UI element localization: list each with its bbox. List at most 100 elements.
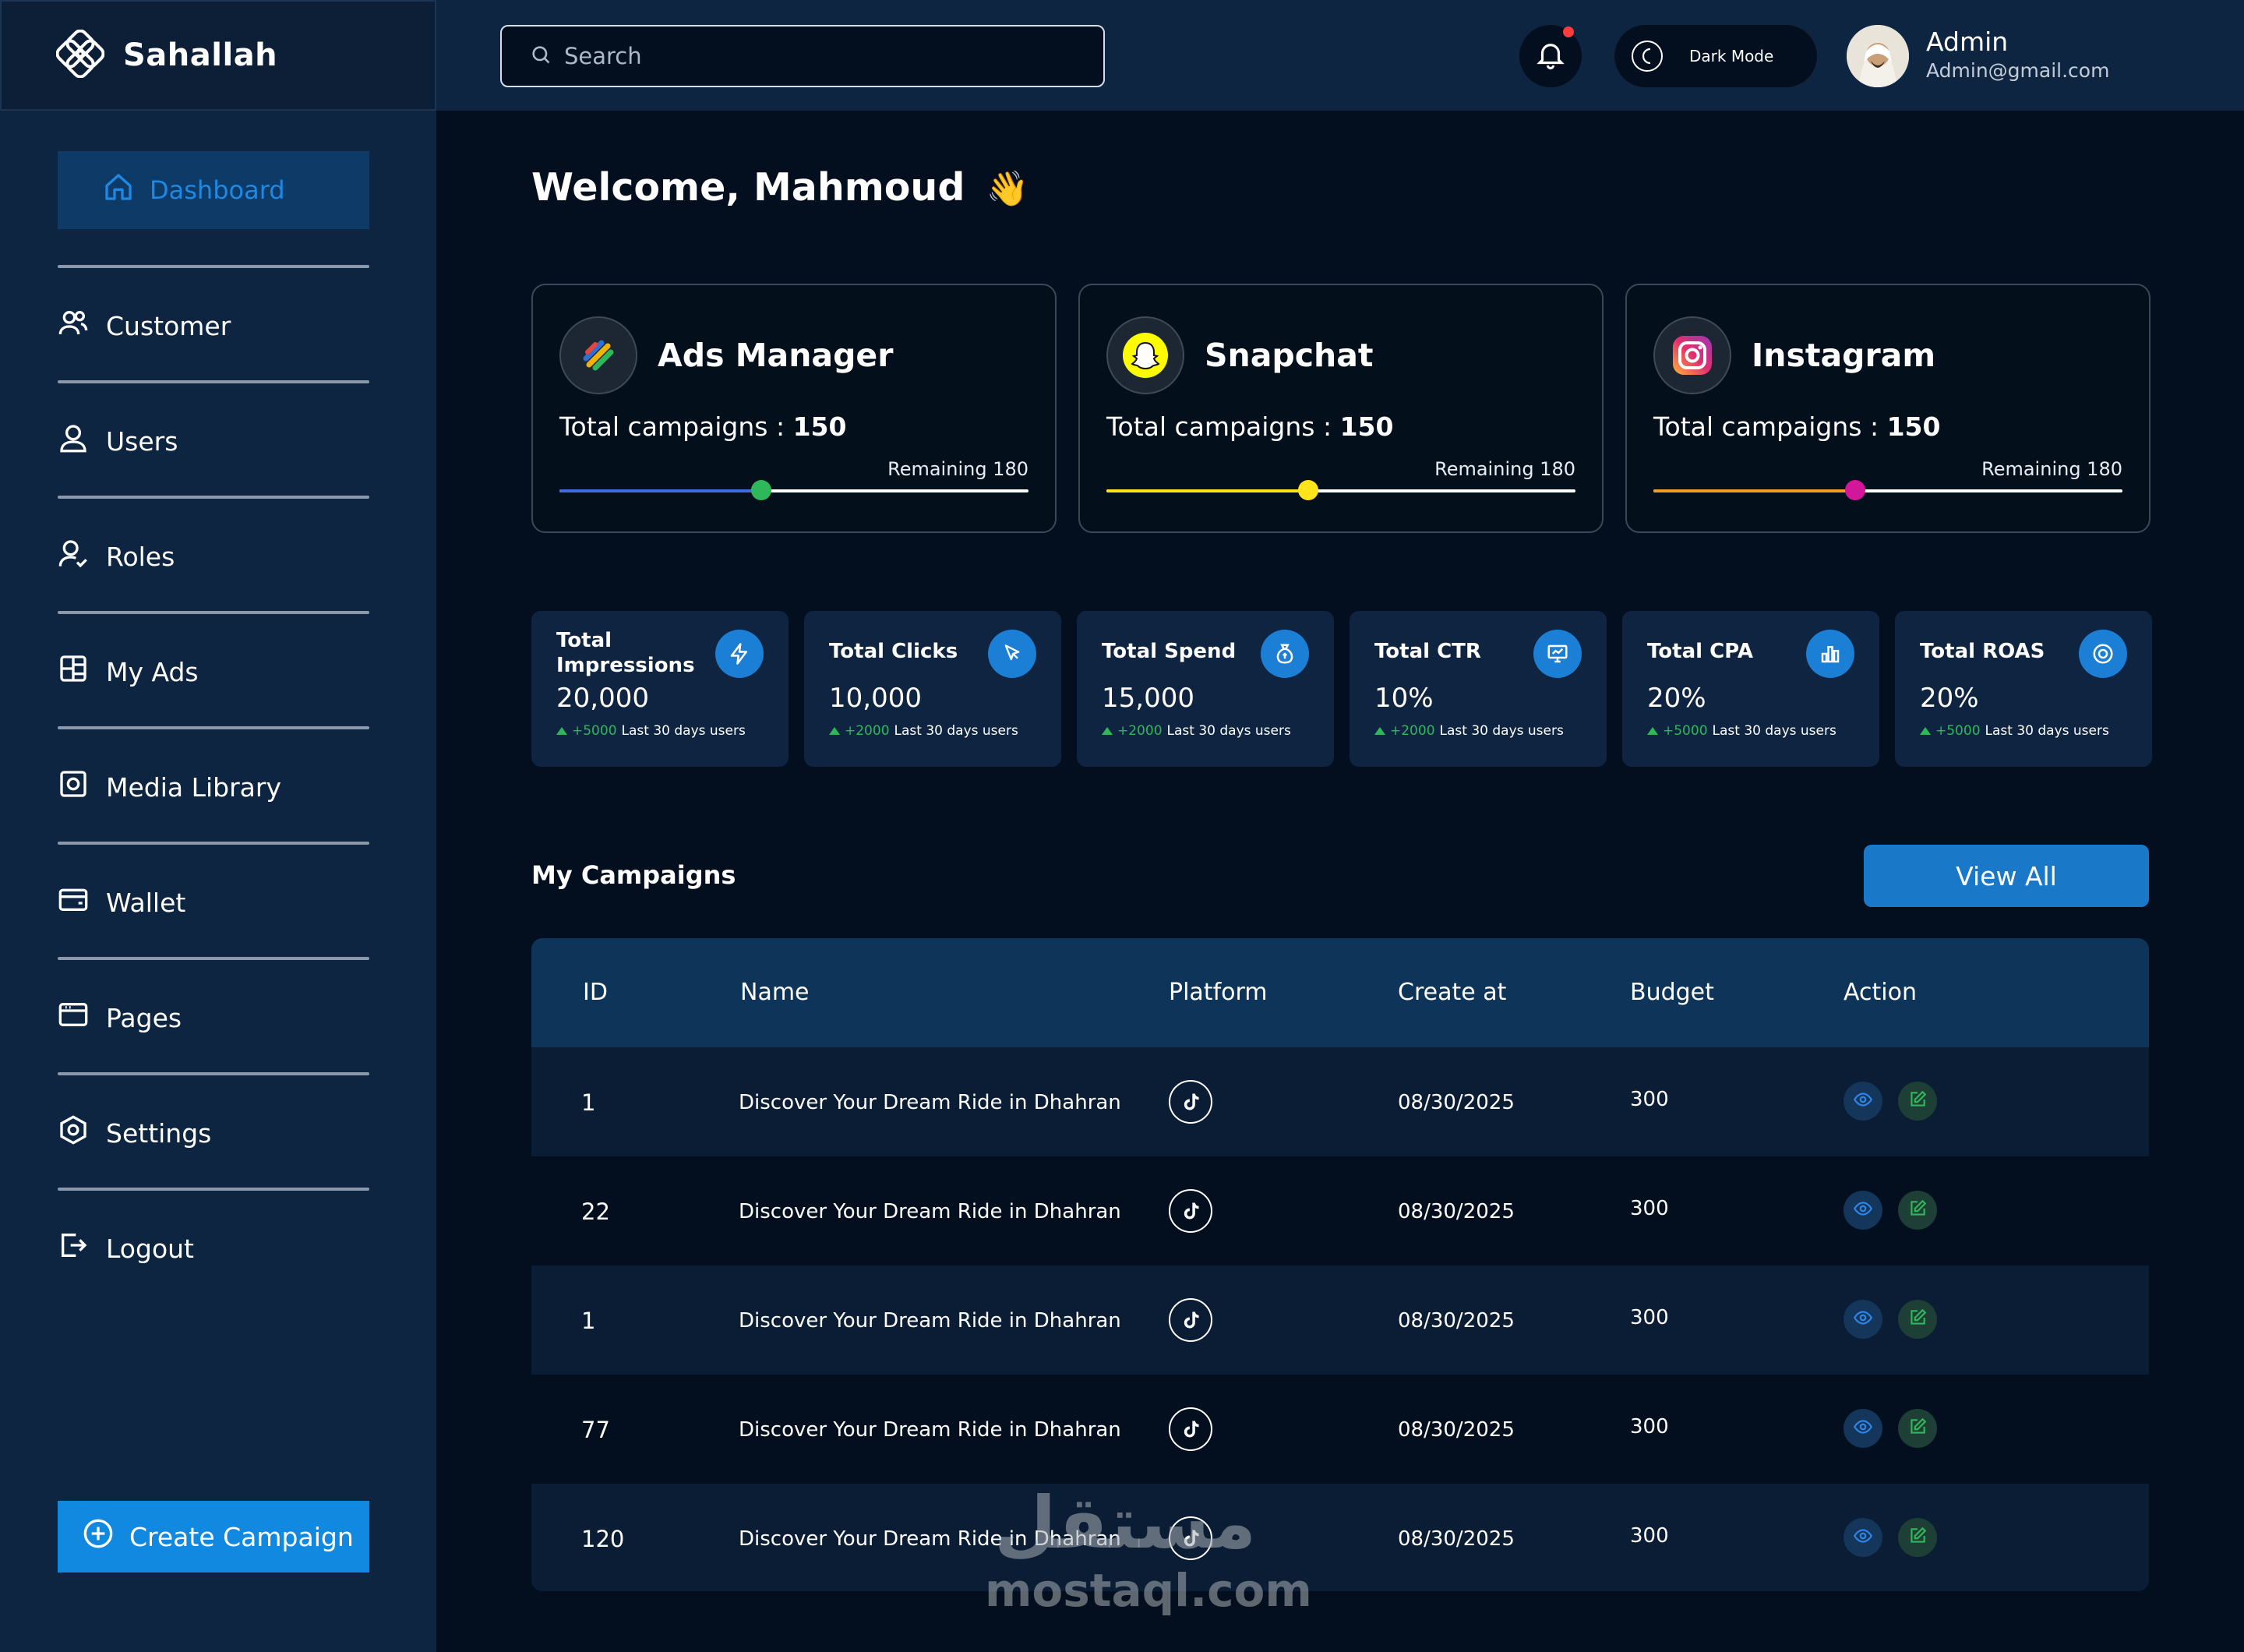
platform-progress-bar: [1653, 480, 2122, 500]
table-row[interactable]: 22 Discover Your Dream Ride in Dhahran 08/…: [531, 1156, 2149, 1265]
bolt-icon: [715, 630, 764, 678]
platform-progress-bar: [1106, 480, 1575, 500]
cell-created: 08/30/2025: [1398, 1200, 1515, 1223]
avatar[interactable]: [1847, 25, 1909, 87]
sidebar: Sahallah Dashboard Customer Users Roles …: [0, 0, 436, 1652]
column-header-id[interactable]: ID: [583, 979, 608, 1006]
progress-knob[interactable]: [750, 480, 771, 500]
stat-footer: +5000 Last 30 days users: [1920, 723, 2109, 739]
tiktok-icon: [1169, 1080, 1212, 1124]
cell-budget: 300: [1630, 1306, 1669, 1329]
progress-knob[interactable]: [1297, 480, 1318, 500]
stat-title: Total Impressions: [556, 629, 695, 677]
table-row[interactable]: 77 Discover Your Dream Ride in Dhahran 08/…: [531, 1375, 2149, 1484]
table-row[interactable]: 1 Discover Your Dream Ride in Dhahran 08/3…: [531, 1047, 2149, 1156]
sidebar-divider: [58, 496, 369, 499]
sidebar-item-label: Dashboard: [150, 175, 285, 205]
sidebar-item-pages[interactable]: Pages: [58, 994, 369, 1041]
view-button[interactable]: [1844, 1409, 1882, 1448]
sidebar-item-dashboard[interactable]: Dashboard: [58, 151, 369, 229]
stat-value: 20,000: [556, 683, 649, 714]
sidebar-divider: [58, 957, 369, 960]
section-title-my-campaigns: My Campaigns: [531, 860, 736, 890]
instagram-logo-icon: [1653, 316, 1731, 394]
edit-icon: [1907, 1198, 1928, 1222]
view-button[interactable]: [1844, 1082, 1882, 1121]
sidebar-item-settings[interactable]: Settings: [58, 1110, 369, 1156]
stat-card-ctr[interactable]: Total CTR 10% +2000 Last 30 days users: [1350, 611, 1607, 767]
sidebar-item-roles[interactable]: Roles: [58, 533, 369, 580]
cell-created: 08/30/2025: [1398, 1527, 1515, 1551]
snapchat-logo-icon: [1106, 316, 1184, 394]
platform-campaign-count: Total campaigns : 150: [1653, 411, 1941, 442]
sidebar-item-label: Wallet: [106, 887, 186, 918]
stat-title: Total ROAS: [1920, 640, 2045, 663]
search-icon: [530, 44, 552, 69]
sidebar-item-wallet[interactable]: Wallet: [58, 879, 369, 926]
platform-title: Ads Manager: [658, 337, 894, 374]
progress-knob[interactable]: [1844, 480, 1865, 500]
stat-card-impressions[interactable]: Total Impressions 20,000 +5000 Last 30 da…: [531, 611, 789, 767]
platform-progress-bar: [559, 480, 1028, 500]
view-button[interactable]: [1844, 1191, 1882, 1230]
create-campaign-button[interactable]: Create Campaign: [58, 1501, 369, 1573]
sidebar-item-my-ads[interactable]: My Ads: [58, 648, 369, 695]
search-box[interactable]: [500, 25, 1105, 87]
cell-budget: 300: [1630, 1197, 1669, 1220]
up-arrow-icon: [829, 727, 840, 735]
stat-card-clicks[interactable]: Total Clicks 10,000 +2000 Last 30 days us…: [804, 611, 1061, 767]
eye-icon: [1853, 1417, 1873, 1440]
brand[interactable]: Sahallah: [0, 0, 436, 111]
stat-card-cpa[interactable]: Total CPA 20% +5000 Last 30 days users: [1622, 611, 1879, 767]
up-arrow-icon: [1374, 727, 1385, 735]
table-row[interactable]: 120 Discover Your Dream Ride in Dhahran 08…: [531, 1484, 2149, 1591]
edit-icon: [1907, 1417, 1928, 1440]
notifications-button[interactable]: [1519, 25, 1582, 87]
stat-footer: +5000 Last 30 days users: [556, 723, 746, 739]
view-all-button[interactable]: View All: [1864, 845, 2149, 907]
sidebar-item-users[interactable]: Users: [58, 418, 369, 464]
user-icon: [58, 422, 89, 460]
plus-circle-icon: [83, 1518, 114, 1555]
view-button[interactable]: [1844, 1300, 1882, 1339]
stat-title: Total CPA: [1647, 640, 1753, 663]
search-input[interactable]: [564, 43, 1063, 69]
cell-name: Discover Your Dream Ride in Dhahran: [739, 1527, 1121, 1551]
edit-button[interactable]: [1898, 1300, 1937, 1339]
sidebar-item-customer[interactable]: Customer: [58, 302, 369, 349]
view-button[interactable]: [1844, 1518, 1882, 1557]
edit-button[interactable]: [1898, 1082, 1937, 1121]
watermark: مستقل mostaql.com: [985, 1481, 1312, 1629]
cell-name: Discover Your Dream Ride in Dhahran: [739, 1418, 1121, 1442]
table-row[interactable]: 1 Discover Your Dream Ride in Dhahran 08/3…: [531, 1265, 2149, 1375]
platform-remaining: Remaining 180: [887, 458, 1028, 480]
cell-created: 08/30/2025: [1398, 1091, 1515, 1114]
platform-card-ads-manager[interactable]: Ads Manager Total campaigns : 150 Remain…: [531, 284, 1057, 533]
column-header-created[interactable]: Create at: [1398, 979, 1507, 1006]
platform-card-snapchat[interactable]: Snapchat Total campaigns : 150 Remaining…: [1078, 284, 1604, 533]
sidebar-item-media-library[interactable]: Media Library: [58, 764, 369, 810]
platform-card-instagram[interactable]: Instagram Total campaigns : 150 Remainin…: [1625, 284, 2150, 533]
bar-chart-icon: [1806, 630, 1854, 678]
campaigns-table: ID Name Platform Create at Budget Action…: [531, 938, 2149, 1591]
progress-fill: [1106, 489, 1308, 492]
cell-name: Discover Your Dream Ride in Dhahran: [739, 1200, 1121, 1223]
dark-mode-toggle[interactable]: Dark Mode: [1614, 25, 1817, 87]
edit-button[interactable]: [1898, 1191, 1937, 1230]
progress-fill: [1653, 489, 1855, 492]
column-header-name[interactable]: Name: [740, 979, 810, 1006]
stat-footer: +5000 Last 30 days users: [1647, 723, 1836, 739]
edit-icon: [1907, 1526, 1928, 1549]
sidebar-item-logout[interactable]: Logout: [58, 1225, 369, 1272]
edit-button[interactable]: [1898, 1518, 1937, 1557]
column-header-platform[interactable]: Platform: [1169, 979, 1268, 1006]
sidebar-item-label: My Ads: [106, 656, 199, 687]
stat-card-spend[interactable]: Total Spend 15,000 +2000 Last 30 days use…: [1077, 611, 1334, 767]
stat-card-roas[interactable]: Total ROAS 20% +5000 Last 30 days users: [1895, 611, 2152, 767]
watermark-latin: mostaql.com: [985, 1564, 1312, 1617]
cell-id: 22: [581, 1198, 610, 1225]
edit-button[interactable]: [1898, 1409, 1937, 1448]
column-header-action: Action: [1844, 979, 1917, 1006]
stat-title: Total Spend: [1102, 640, 1237, 663]
column-header-budget[interactable]: Budget: [1630, 979, 1714, 1006]
